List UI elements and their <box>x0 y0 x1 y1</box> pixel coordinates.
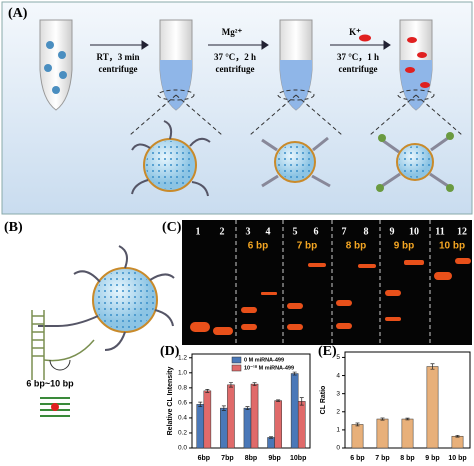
error-bar <box>380 417 385 421</box>
bar <box>426 366 439 449</box>
legend-label: 0 M miRNA-499 <box>244 357 284 363</box>
panel-label: (E) <box>318 344 337 359</box>
lane-number: 12 <box>457 226 467 237</box>
x-tick-label: 9bp <box>268 455 280 462</box>
bar <box>290 373 299 449</box>
x-tick-label: 6 bp <box>350 455 364 462</box>
arrows <box>90 40 391 50</box>
x-tick-label: 6bp <box>198 455 210 462</box>
bar <box>203 390 212 449</box>
gel-bands <box>190 258 471 335</box>
bar <box>250 383 259 449</box>
error-bar <box>252 382 257 386</box>
lane-number: 4 <box>266 226 271 237</box>
x-tick-label: 7bp <box>221 455 233 462</box>
panel-label: (A) <box>8 6 28 21</box>
y-tick-label: 1.2 <box>178 354 187 361</box>
step-text: centrifuge <box>99 64 138 74</box>
y-tick-label: 0 <box>336 445 340 452</box>
zoom-lines <box>129 89 463 136</box>
bar <box>297 401 306 449</box>
x-tick-label: 10 bp <box>448 455 466 462</box>
y-tick-label: 1 <box>336 427 340 434</box>
bar <box>274 400 282 449</box>
lane-number: 8 <box>364 226 369 237</box>
step-text: centrifuge <box>339 64 378 74</box>
error-bar <box>430 363 435 370</box>
group-label: 6 bp <box>248 241 269 252</box>
step-text: K⁺ <box>349 27 361 37</box>
legend-swatch <box>231 364 242 372</box>
lane-number: 7 <box>342 226 347 237</box>
y-tick-label: 0.0 <box>178 445 187 452</box>
y-tick-label: 2 <box>336 408 340 415</box>
error-bar <box>292 371 297 376</box>
step-text: RT，3 min <box>97 52 140 62</box>
error-bar <box>355 422 360 427</box>
bar <box>227 384 235 449</box>
bar <box>220 407 228 449</box>
lane-number: 1 <box>196 226 201 237</box>
y-tick-label: 5 <box>336 354 340 361</box>
bar <box>267 437 275 449</box>
y-tick-label: 4 <box>336 372 340 379</box>
bar <box>243 407 252 449</box>
y-tick-label: 0.2 <box>178 430 187 437</box>
y-tick-label: 3 <box>336 390 340 397</box>
error-bar <box>245 406 250 410</box>
error-bar <box>455 434 460 438</box>
nanoparticles <box>131 120 454 197</box>
x-tick-label: 8 bp <box>400 455 414 462</box>
group-label: 10 bp <box>439 241 465 252</box>
gel <box>182 220 472 345</box>
y-tick-label: 0.8 <box>178 385 187 392</box>
legend-swatch <box>231 356 242 364</box>
lane-number: 2 <box>220 226 225 237</box>
panel-b-drawing <box>31 245 175 417</box>
error-bar <box>276 399 281 402</box>
group-label: 9 bp <box>394 241 415 252</box>
panel-label: (B) <box>4 220 23 235</box>
bar <box>451 435 464 449</box>
y-axis-label: Relative CL Intensity <box>167 367 174 436</box>
group-label: 7 bp <box>297 241 318 252</box>
particles <box>44 41 67 94</box>
lane-number: 3 <box>246 226 251 237</box>
lane-number: 11 <box>435 226 444 237</box>
y-tick-label: 1.0 <box>178 370 187 377</box>
panel-label: (C) <box>162 220 182 235</box>
error-bar <box>221 405 226 411</box>
bar <box>351 424 364 449</box>
x-tick-label: 8bp <box>245 455 257 462</box>
lane-number: 9 <box>390 226 395 237</box>
annotation: 6 bp~10 bp <box>26 378 74 388</box>
x-tick-label: 10bp <box>290 455 306 462</box>
legend-label: 10⁻¹⁰ M miRNA-499 <box>244 364 294 371</box>
step-text: Mg²⁺ <box>222 27 243 37</box>
y-tick-label: 0.4 <box>178 415 187 422</box>
x-tick-label: 9 bp <box>425 455 439 462</box>
lane-number: 5 <box>293 226 298 237</box>
bar <box>196 404 205 449</box>
error-bar <box>299 397 304 406</box>
error-bar <box>228 382 233 388</box>
lane-number: 6 <box>314 226 319 237</box>
panel-label: (D) <box>160 344 180 359</box>
error-bar <box>205 388 210 393</box>
y-axis-label: CL Ratio <box>320 386 327 415</box>
step-text: centrifuge <box>216 64 255 74</box>
error-bar <box>269 436 274 439</box>
group-label: 8 bp <box>346 241 367 252</box>
lane-number: 10 <box>409 226 419 237</box>
error-bar <box>405 417 410 421</box>
y-tick-label: 0.6 <box>178 400 187 407</box>
k-ions <box>359 34 430 88</box>
bar <box>376 418 389 449</box>
error-bar <box>198 401 203 407</box>
x-tick-label: 7 bp <box>375 455 389 462</box>
step-text: 37 °C，2 h <box>214 52 256 62</box>
step-text: 37 °C，1 h <box>337 52 379 62</box>
bar <box>401 418 414 449</box>
